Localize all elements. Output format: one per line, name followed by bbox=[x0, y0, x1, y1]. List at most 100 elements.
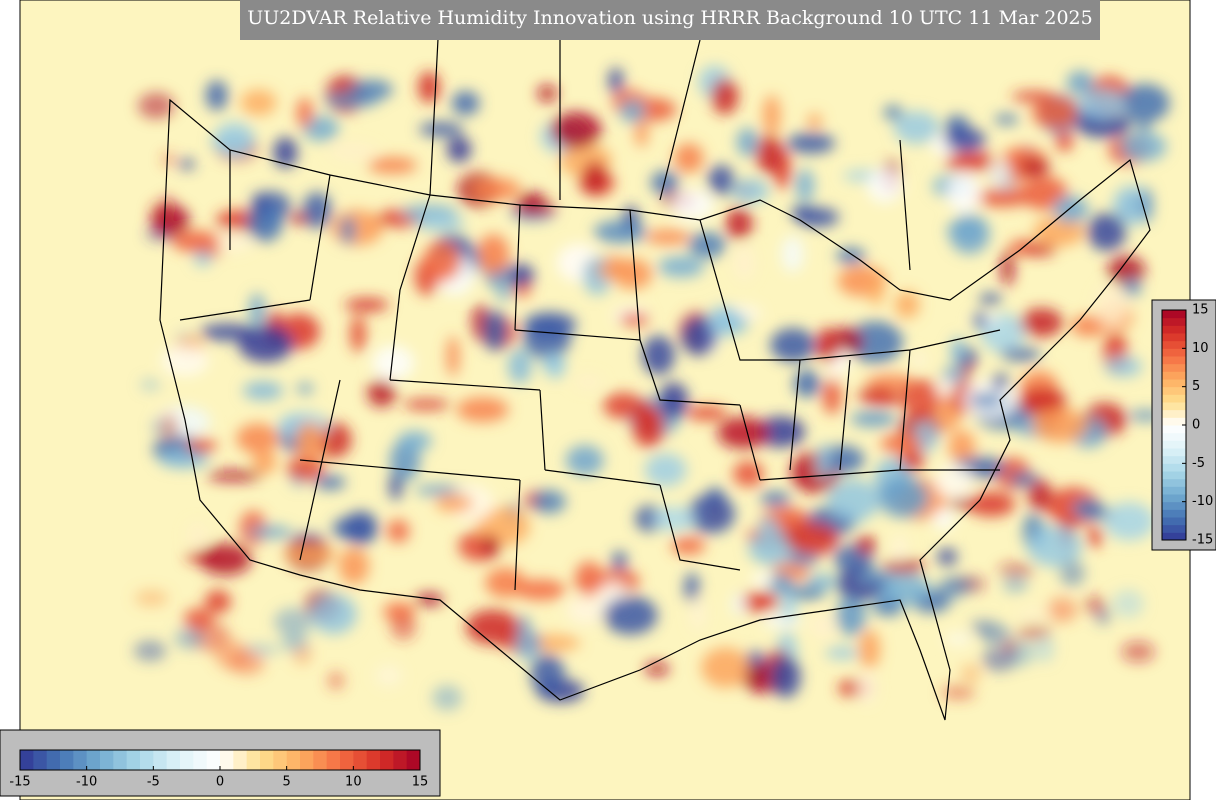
field-blob bbox=[273, 136, 298, 169]
field-blob bbox=[878, 477, 929, 518]
colorbar-tick-label: -5 bbox=[1192, 456, 1205, 471]
field-blob bbox=[314, 475, 346, 490]
field-blob bbox=[603, 595, 658, 635]
colorbar-tick-label: 0 bbox=[1192, 418, 1200, 433]
field-blob bbox=[566, 595, 608, 625]
field-blob bbox=[865, 374, 917, 393]
field-blob bbox=[933, 508, 955, 530]
title-box bbox=[240, 0, 1100, 40]
field-blob bbox=[504, 263, 535, 288]
field-blob bbox=[574, 561, 604, 597]
field-blob bbox=[199, 543, 252, 576]
field-blob bbox=[732, 592, 746, 616]
field-blob bbox=[446, 136, 472, 163]
field-blob bbox=[247, 525, 293, 539]
field-blob bbox=[240, 89, 277, 116]
field-blob bbox=[207, 470, 262, 482]
field-blob bbox=[597, 263, 629, 281]
innovation-field bbox=[133, 65, 1170, 711]
colorbar-segment bbox=[1162, 432, 1186, 441]
field-blob bbox=[495, 287, 513, 300]
colorbar-segment bbox=[286, 750, 301, 770]
field-blob bbox=[981, 647, 1017, 672]
colorbar-segment bbox=[1162, 417, 1186, 426]
field-blob bbox=[446, 335, 460, 377]
field-blob bbox=[432, 685, 463, 711]
colorbar-segment bbox=[33, 750, 48, 770]
field-blob bbox=[242, 381, 284, 400]
field-blob bbox=[671, 536, 706, 555]
field-blob bbox=[246, 204, 283, 242]
field-blob bbox=[1034, 635, 1054, 663]
field-blob bbox=[882, 559, 926, 574]
field-blob bbox=[836, 565, 886, 601]
field-blob bbox=[825, 647, 860, 659]
field-blob bbox=[988, 161, 1013, 189]
map-title: UU2DVAR Relative Humidity Innovation usi… bbox=[247, 7, 1092, 29]
colorbar-segment bbox=[1162, 486, 1186, 495]
field-blob bbox=[856, 535, 876, 555]
field-blob bbox=[652, 506, 695, 532]
field-blob bbox=[816, 443, 831, 481]
field-blob bbox=[940, 576, 976, 594]
field-blob bbox=[730, 178, 770, 203]
field-blob bbox=[644, 662, 670, 676]
field-blob bbox=[608, 67, 624, 94]
field-blob bbox=[1027, 526, 1082, 567]
colorbar-segment bbox=[233, 750, 248, 770]
field-blob bbox=[1121, 641, 1155, 663]
field-blob bbox=[367, 379, 396, 408]
field-blob bbox=[296, 383, 314, 394]
field-blob bbox=[762, 94, 781, 136]
boundaries bbox=[159, 0, 1151, 721]
field-blob bbox=[389, 472, 403, 501]
colorbar-segment bbox=[140, 750, 154, 770]
field-blob bbox=[858, 672, 876, 704]
field-blob bbox=[632, 406, 665, 448]
field-blob bbox=[252, 450, 277, 474]
colorbar-segment bbox=[1162, 371, 1186, 380]
field-blob bbox=[979, 293, 1002, 305]
field-blob bbox=[1033, 216, 1085, 247]
field-blob bbox=[532, 489, 566, 514]
field-blob bbox=[140, 379, 161, 391]
field-blob bbox=[204, 589, 231, 614]
field-blob bbox=[295, 422, 325, 461]
field-blob bbox=[969, 392, 1005, 407]
colorbar-segment bbox=[206, 750, 221, 770]
field-blob bbox=[786, 132, 836, 154]
field-blob bbox=[785, 522, 839, 556]
field-blob bbox=[1120, 131, 1167, 162]
colorbar-segment bbox=[1162, 317, 1186, 326]
field-blob bbox=[942, 367, 965, 382]
field-blob bbox=[213, 121, 255, 159]
field-blob bbox=[1001, 250, 1015, 286]
field-blob bbox=[289, 213, 309, 225]
field-blob bbox=[372, 345, 415, 381]
colorbar-segment bbox=[313, 750, 328, 770]
field-blob bbox=[330, 209, 384, 246]
field-blob bbox=[390, 612, 417, 641]
field-blob bbox=[162, 152, 175, 166]
field-blob bbox=[582, 161, 608, 195]
colorbar-tick-label: 15 bbox=[1192, 303, 1209, 318]
colorbar-tick-label: 10 bbox=[345, 775, 362, 790]
colorbar-segment bbox=[1162, 509, 1186, 518]
field-blob bbox=[161, 344, 209, 377]
colorbar-segment bbox=[366, 750, 381, 770]
field-blob bbox=[701, 647, 750, 688]
field-blob bbox=[1032, 407, 1089, 443]
field-blob bbox=[286, 456, 325, 481]
field-blob bbox=[574, 375, 602, 389]
colorbar-segment bbox=[73, 750, 88, 770]
field-blob bbox=[674, 143, 704, 173]
colorbar-segment bbox=[380, 750, 394, 770]
field-blob bbox=[755, 135, 784, 174]
field-blob bbox=[229, 651, 265, 675]
field-blob bbox=[387, 519, 410, 543]
field-blob bbox=[1103, 502, 1155, 541]
colorbar-tick-label: 0 bbox=[216, 775, 224, 790]
field-blob bbox=[937, 548, 958, 566]
